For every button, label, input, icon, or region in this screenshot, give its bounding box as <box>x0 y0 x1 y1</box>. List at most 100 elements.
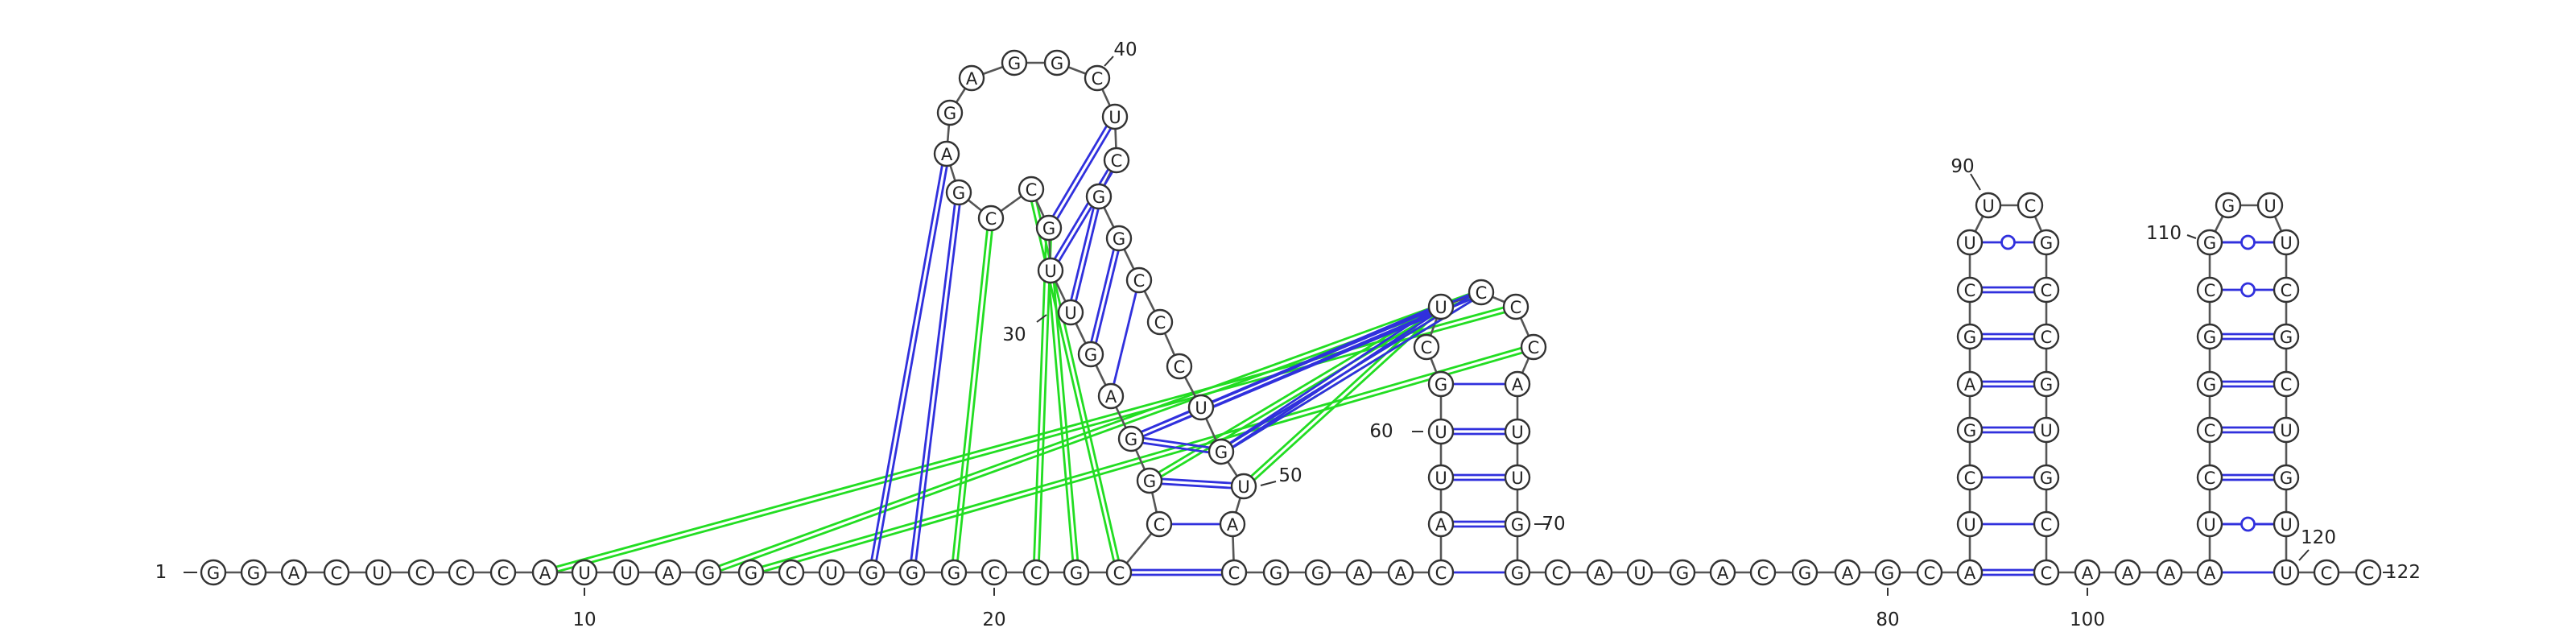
nucleotide-letter: G <box>865 564 878 583</box>
nucleotide-letter: A <box>663 564 675 583</box>
nucleotide-68: U <box>1504 418 1531 445</box>
nucleotide-13: G <box>695 559 722 586</box>
nucleotide-letter: U <box>2280 421 2292 440</box>
position-label-122: 122 <box>2383 562 2421 583</box>
svg-text:10: 10 <box>572 609 596 630</box>
nucleotide-40: C <box>1084 64 1111 92</box>
nucleotide-23: C <box>1105 559 1133 586</box>
nucleotide-10: U <box>571 559 598 586</box>
nucleotide-118: G <box>2273 464 2300 491</box>
nucleotide-letter: A <box>1964 375 1976 394</box>
nucleotide-69: U <box>1504 464 1531 491</box>
nucleotide-9: A <box>531 559 559 586</box>
nucleotide-98: C <box>2033 510 2060 538</box>
nucleotide-38: G <box>1001 49 1028 76</box>
nucleotide-104: U <box>2196 510 2223 538</box>
svg-text:120: 120 <box>2301 527 2336 548</box>
nucleotide-letter: U <box>2040 421 2052 440</box>
nucleotide-108: G <box>2196 323 2223 350</box>
nucleotide-39: G <box>1043 49 1071 76</box>
tertiary-interaction-14-66 <box>749 343 1535 576</box>
nucleotide-114: C <box>2273 276 2300 304</box>
position-label-90: 90 <box>1951 156 1981 191</box>
nucleotide-letter: A <box>2122 564 2134 583</box>
nucleotide-83: U <box>1956 510 1984 538</box>
nucleotide-letter: U <box>1435 469 1447 488</box>
position-label-110: 110 <box>2146 223 2197 244</box>
position-label-60: 60 <box>1369 421 1423 442</box>
nucleotide-74: U <box>1626 559 1653 586</box>
nucleotide-letter: C <box>1964 281 1976 300</box>
nucleotide-101: A <box>2114 559 2141 586</box>
position-label-50: 50 <box>1260 465 1302 486</box>
nucleotide-4: C <box>323 559 350 586</box>
nucleotide-17: G <box>858 559 886 586</box>
nucleotide-letter: G <box>1042 219 1055 238</box>
nucleotide-letter: G <box>1051 54 1063 73</box>
nucleotide-letter: A <box>1594 564 1606 583</box>
tertiary-interaction-19-33 <box>950 217 995 573</box>
base-pair-31-41 <box>1046 114 1118 230</box>
nucleotide-letter: G <box>2040 233 2053 253</box>
nucleotide-72: C <box>1544 559 1571 586</box>
position-label-20: 20 <box>982 588 1006 630</box>
nucleotide-49: G <box>1208 438 1235 465</box>
svg-text:30: 30 <box>1002 324 1026 345</box>
nucleotide-67: A <box>1504 370 1531 398</box>
nucleotide-111: G <box>2215 192 2242 219</box>
nucleotide-89: U <box>1956 229 1984 256</box>
nucleotide-56: A <box>1387 559 1414 586</box>
nucleotide-letter: C <box>497 564 510 583</box>
nucleotide-letter: U <box>1963 233 1975 253</box>
nucleotide-letter: U <box>825 564 837 583</box>
nucleotide-letter: G <box>1511 515 1524 535</box>
nucleotide-letter: C <box>1030 564 1042 583</box>
nucleotide-letter: G <box>1008 54 1021 73</box>
nucleotide-79: A <box>1834 559 1861 586</box>
nucleotide-30: U <box>1037 257 1064 284</box>
nucleotide-letter: U <box>1511 423 1523 442</box>
nucleotide-28: G <box>1077 341 1104 368</box>
nucleotide-letter: U <box>1064 304 1076 323</box>
nucleotide-letter: C <box>1113 564 1125 583</box>
nucleotide-18: G <box>898 559 926 586</box>
nucleotide-32: C <box>1018 176 1045 203</box>
nucleotide-letter: G <box>1092 188 1105 207</box>
nucleotide-letter: U <box>2280 233 2292 253</box>
backbone <box>213 61 2368 574</box>
nucleotide-letter: C <box>2041 564 2053 583</box>
nucleotide-letter: G <box>1881 564 1894 583</box>
nucleotide-14: G <box>737 559 765 586</box>
nucleotide-letter: C <box>1476 283 1488 303</box>
nucleotide-letter: C <box>985 209 997 229</box>
nucleotide-80: G <box>1874 559 1901 586</box>
svg-text:20: 20 <box>982 609 1005 630</box>
svg-text:122: 122 <box>2385 562 2421 583</box>
nucleotide-letter: G <box>2040 375 2053 394</box>
nucleotide-letter: A <box>1353 564 1365 583</box>
nucleotide-115: G <box>2273 323 2300 350</box>
nucleotide-73: A <box>1586 559 1613 586</box>
tertiary-interaction-23-32 <box>1027 188 1123 573</box>
base-pair-28-44 <box>1087 237 1123 356</box>
position-label-80: 80 <box>1876 588 1900 630</box>
nucleotide-letter: G <box>2203 328 2216 347</box>
nucleotide-letter: C <box>1552 564 1564 583</box>
nucleotide-58: A <box>1427 510 1455 538</box>
nucleotide-letter: C <box>2204 281 2216 300</box>
svg-text:1: 1 <box>155 562 167 583</box>
nucleotide-letter: U <box>2280 564 2292 583</box>
nucleotide-letter: G <box>1311 564 1324 583</box>
nucleotide-letter: U <box>1237 477 1249 497</box>
nucleotide-letter: G <box>906 564 919 583</box>
nucleotide-77: C <box>1749 559 1777 586</box>
position-label-40: 40 <box>1104 39 1137 67</box>
svg-text:110: 110 <box>2146 223 2182 244</box>
nucleotide-70: G <box>1504 510 1531 538</box>
nucleotide-95: G <box>2033 370 2060 398</box>
base-pair-26-49 <box>1130 435 1222 456</box>
nucleotide-55: A <box>1345 559 1373 586</box>
